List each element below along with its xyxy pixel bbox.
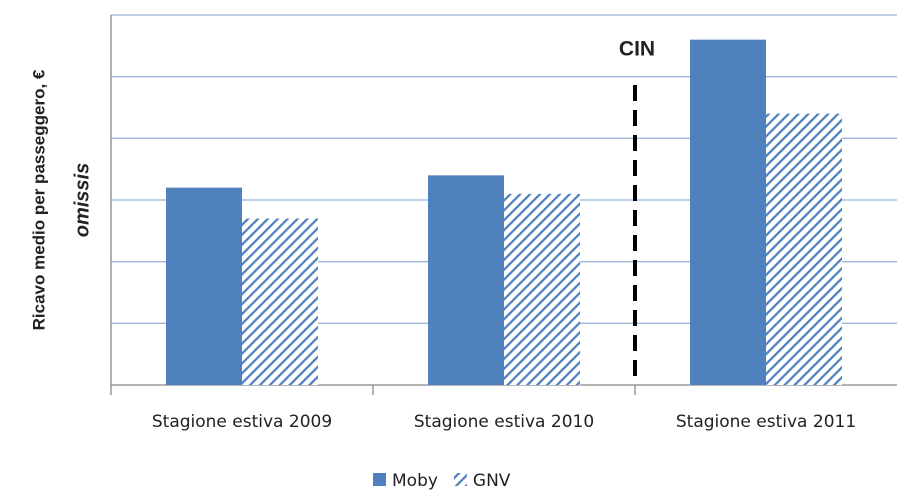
legend-label: Moby xyxy=(392,471,438,491)
x-tick-label: Stagione estiva 2009 xyxy=(152,412,332,432)
annotation: CIN xyxy=(619,38,655,61)
legend-swatch xyxy=(373,473,386,486)
x-tick-label: Stagione estiva 2011 xyxy=(676,412,856,432)
legend-label: GNV xyxy=(473,471,511,491)
bar xyxy=(166,187,242,385)
x-tick-label: Stagione estiva 2010 xyxy=(414,412,594,432)
y-axis-subtitle: omissis xyxy=(71,163,93,237)
bar xyxy=(504,193,580,385)
y-axis-title: Ricavo medio per passeggero, € xyxy=(29,69,48,330)
bar xyxy=(242,218,318,385)
legend-swatch xyxy=(453,473,467,486)
bar xyxy=(428,175,504,385)
bar xyxy=(766,113,842,386)
bar xyxy=(690,39,766,386)
